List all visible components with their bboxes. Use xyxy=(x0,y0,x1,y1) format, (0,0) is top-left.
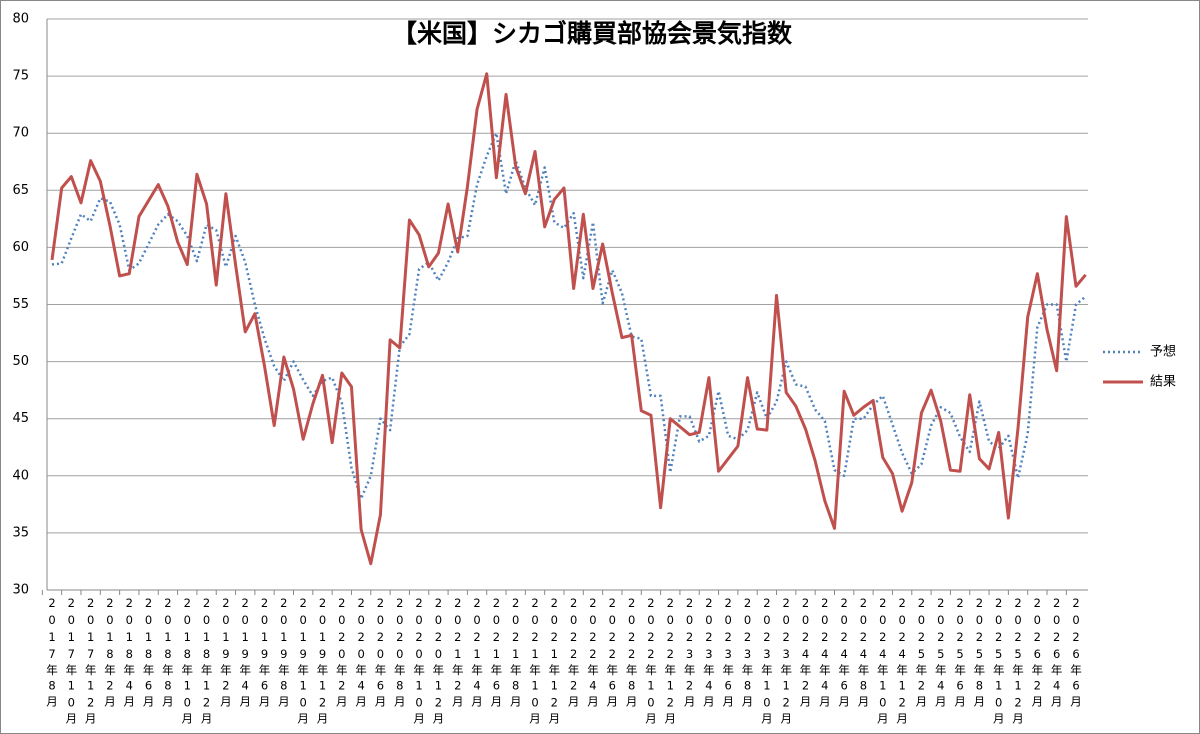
x-tick-label: 2026年2月 xyxy=(1030,596,1044,710)
y-tick-label: 35 xyxy=(12,525,29,540)
x-tick-label: 2018年2月 xyxy=(103,596,117,710)
x-tick-label: 2021年8月 xyxy=(509,596,523,710)
y-tick-label: 65 xyxy=(12,183,29,198)
x-tick-label: 2022年2月 xyxy=(567,596,581,710)
x-tick-label: 2023年10月 xyxy=(760,596,774,727)
x-tick-label: 2024年2月 xyxy=(799,596,813,710)
x-tick-label: 2024年10月 xyxy=(876,596,890,727)
y-tick-label: 60 xyxy=(12,240,29,255)
x-tick-label: 2022年4月 xyxy=(586,596,600,710)
x-tick-label: 2021年2月 xyxy=(451,596,465,710)
x-tick-label: 2019年4月 xyxy=(238,596,252,710)
x-tick-label: 2019年10月 xyxy=(296,596,310,727)
x-tick-label: 2020年6月 xyxy=(373,596,387,710)
y-tick-label: 75 xyxy=(12,69,29,84)
x-tick-label: 2017年12月 xyxy=(84,596,98,727)
x-tick-label: 2023年6月 xyxy=(721,596,735,710)
x-tick-label: 2024年6月 xyxy=(837,596,851,710)
y-tick-label: 50 xyxy=(12,354,29,369)
x-tick-label: 2018年8月 xyxy=(161,596,175,710)
x-tick-label: 2018年4月 xyxy=(122,596,136,710)
x-tick-label: 2022年12月 xyxy=(663,596,677,727)
series-line xyxy=(50,72,1087,566)
x-tick-label: 2023年2月 xyxy=(683,596,697,710)
x-tick-label: 2019年6月 xyxy=(258,596,272,710)
x-tick-label: 2025年12月 xyxy=(1011,596,1025,727)
x-tick-label: 2025年2月 xyxy=(914,596,928,710)
x-tick-label: 2025年8月 xyxy=(972,596,986,710)
legend-label: 予想 xyxy=(1150,344,1176,360)
x-tick-label: 2024年12月 xyxy=(895,596,909,727)
legend-label: 結果 xyxy=(1150,375,1176,390)
x-tick-label: 2025年6月 xyxy=(953,596,967,710)
y-tick-label: 40 xyxy=(12,468,29,483)
x-tick-label: 2019年8月 xyxy=(277,596,291,710)
x-tick-label: 2022年10月 xyxy=(644,596,658,727)
x-tick-label: 2020年4月 xyxy=(354,596,368,710)
x-tick-label: 2018年10月 xyxy=(180,596,194,727)
x-tick-label: 2024年8月 xyxy=(856,596,870,710)
y-tick-label: 70 xyxy=(12,126,29,141)
x-tick-label: 2023年8月 xyxy=(741,596,755,710)
x-tick-label: 2022年8月 xyxy=(625,596,639,710)
x-tick-label: 2020年8月 xyxy=(393,596,407,710)
x-tick-label: 2023年12月 xyxy=(779,596,793,727)
x-tick-label: 2021年4月 xyxy=(470,596,484,710)
x-tick-label: 2026年6月 xyxy=(1069,596,1083,710)
x-tick-label: 2020年2月 xyxy=(335,596,349,710)
x-tick-label: 2020年12月 xyxy=(431,596,445,727)
x-tick-label: 2018年6月 xyxy=(142,596,156,710)
x-tick-label: 2022年6月 xyxy=(605,596,619,710)
x-tick-label: 2025年4月 xyxy=(934,596,948,710)
x-tick-label: 2023年4月 xyxy=(702,596,716,710)
y-tick-label: 80 xyxy=(12,12,29,27)
x-tick-label: 2024年4月 xyxy=(818,596,832,710)
x-tick-label: 2025年10月 xyxy=(992,596,1006,727)
x-tick-label: 2017年8月 xyxy=(45,596,59,710)
x-tick-label: 2021年10月 xyxy=(528,596,542,727)
chart-title: 【米国】シカゴ購買部協会景気指数 xyxy=(392,19,793,48)
x-tick-label: 2021年12月 xyxy=(547,596,561,727)
x-tick-label: 2017年10月 xyxy=(64,596,78,727)
y-tick-label: 55 xyxy=(12,297,29,312)
x-tick-label: 2021年6月 xyxy=(489,596,503,710)
x-tick-label: 2018年12月 xyxy=(200,596,214,727)
x-tick-label: 2020年10月 xyxy=(412,596,426,727)
y-tick-label: 45 xyxy=(12,411,29,426)
x-tick-label: 2019年2月 xyxy=(219,596,233,710)
y-tick-label: 30 xyxy=(12,583,29,598)
x-tick-label: 2019年12月 xyxy=(315,596,329,727)
x-tick-label: 2026年4月 xyxy=(1050,596,1064,710)
